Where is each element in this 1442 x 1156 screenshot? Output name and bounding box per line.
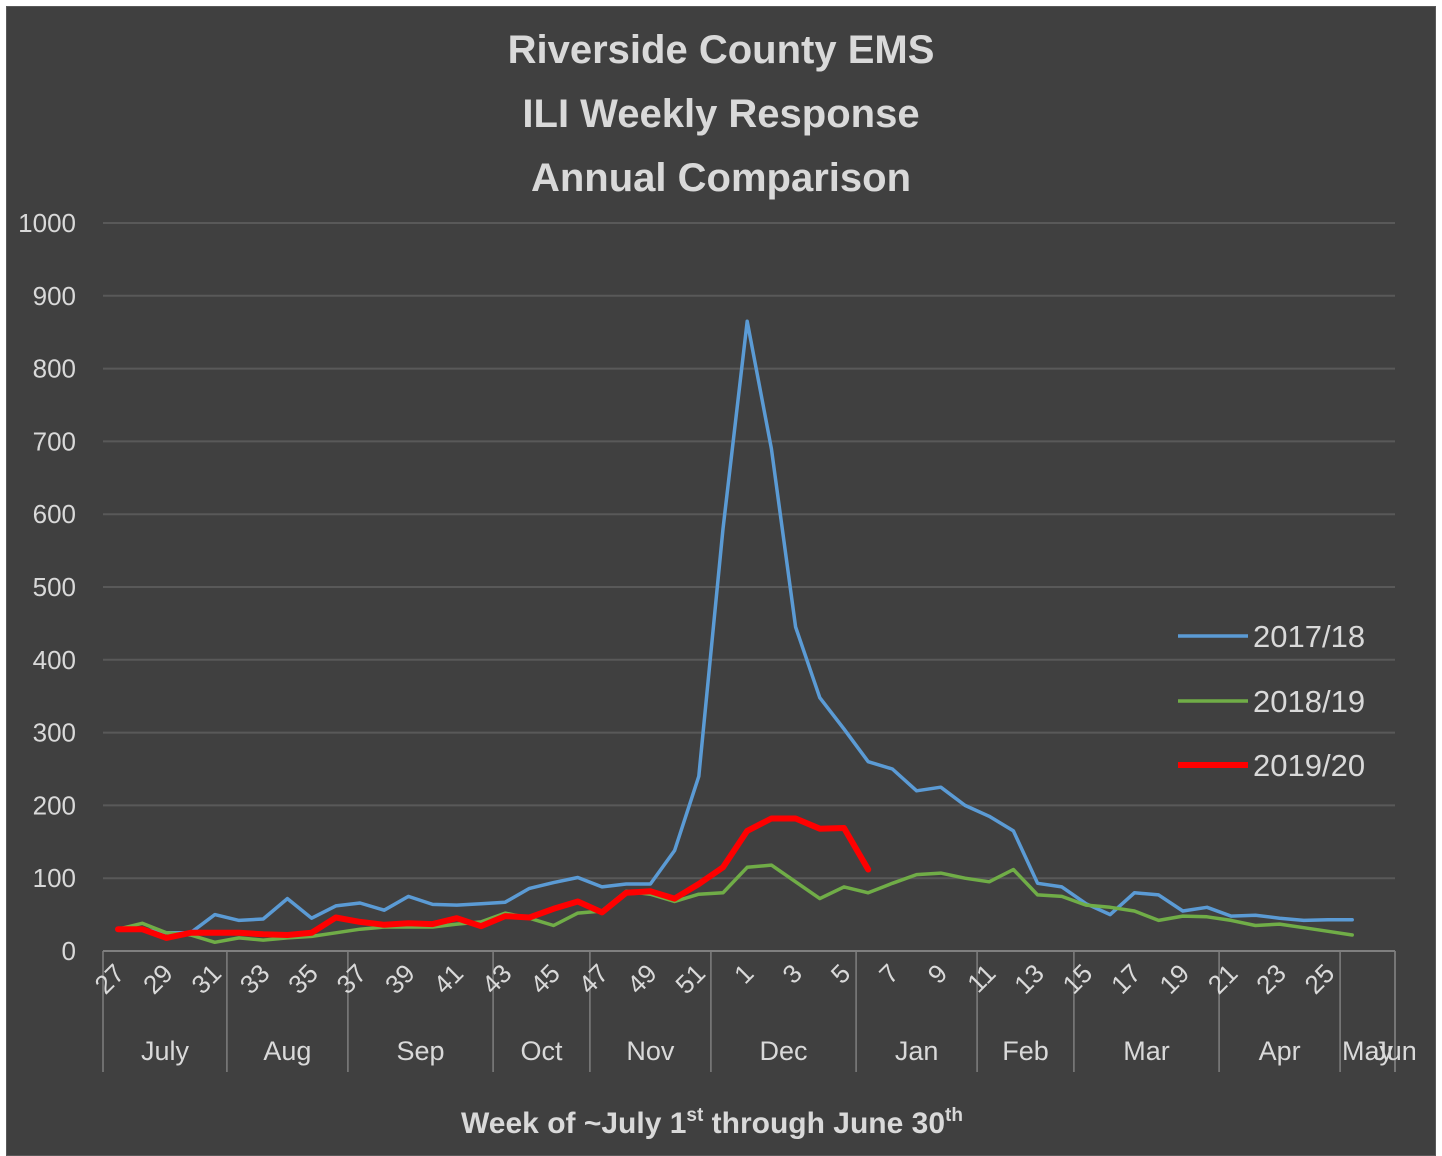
x-axis-title-sup-1: st [686,1105,704,1126]
y-tick-label: 100 [33,863,76,893]
y-tick-label: 800 [33,354,76,384]
x-tick-label: 1 [728,958,759,989]
x-tick-label: 33 [234,958,276,1000]
x-tick-label: 13 [1008,958,1050,1000]
x-tick-label: 39 [379,958,421,1000]
month-label: Mar [1123,1036,1170,1066]
x-tick-label: 37 [331,958,373,1000]
x-tick-label: 17 [1105,958,1147,1000]
legend-label: 2018/19 [1253,684,1365,719]
y-tick-label: 0 [62,936,76,966]
grid-layer [103,222,1395,880]
month-label: Apr [1259,1036,1301,1066]
x-tick-label: 41 [427,958,469,1000]
month-label: Feb [1002,1036,1049,1066]
y-tick-label: 600 [33,499,76,529]
legend-label: 2017/18 [1253,619,1365,654]
y-tick-label: 500 [33,572,76,602]
x-tick-label: 21 [1202,958,1244,1000]
y-tick-label: 200 [33,790,76,820]
month-label: Oct [520,1036,563,1066]
chart-frame [6,6,1436,1156]
x-tick-label: 35 [282,958,324,1000]
y-axis: 0 100 200 300 400 500 600 700 800 900 1000 [18,208,76,966]
chart-title-line-3: Annual Comparison [530,156,912,200]
month-label: May [1342,1036,1394,1066]
x-tick-label: 45 [524,958,566,1000]
chart-title-line-2: ILI Weekly Response [522,92,920,136]
x-tick-label: 47 [573,958,615,1000]
x-tick-label: 19 [1153,958,1195,1000]
month-label: Nov [626,1036,675,1066]
month-label: Aug [263,1036,311,1066]
month-label: Dec [759,1036,807,1066]
x-tick-label: 5 [825,958,856,989]
month-label: Jun [1373,1036,1417,1066]
y-tick-label: 400 [33,645,76,675]
legend-label: 2019/20 [1253,748,1365,783]
x-tick-label: 27 [89,958,131,1000]
y-tick-label: 700 [33,426,76,456]
series-line-2018-19 [116,863,1354,945]
x-tick-label: 43 [476,958,518,1000]
x-tick-label: 9 [922,958,953,989]
x-tick-label: 7 [873,958,904,989]
y-tick-label: 1000 [18,208,76,238]
x-tick-label: 23 [1250,958,1292,1000]
x-axis-title-prefix: Week of ~July 1 [461,1107,686,1140]
month-label: Sep [396,1036,444,1066]
month-label: July [141,1036,190,1066]
x-tick-label: 29 [137,958,179,1000]
x-axis-title-sup-2: th [945,1105,963,1126]
x-tick-label: 11 [961,958,1001,998]
x-tick-label: 51 [669,958,711,1000]
series-layer [115,319,1354,945]
y-tick-label: 900 [33,281,76,311]
x-tick-label: 49 [621,958,663,1000]
x-axis-title-middle: through June 30 [703,1107,945,1140]
x-tick-label: 31 [185,958,227,1000]
x-axis-title: Week of ~July 1st through June 30th [461,1105,963,1140]
legend: 2017/18 2018/19 2019/20 [1178,619,1365,783]
series-line-2019-20 [115,815,872,941]
chart-title-line-1: Riverside County EMS [507,28,935,72]
chart-title: Riverside County EMS ILI Weekly Response… [0,18,1442,210]
x-tick-label: 25 [1299,958,1341,1000]
series-line-2017-18 [116,319,1354,935]
y-tick-label: 300 [33,718,76,748]
x-tick-label: 15 [1057,958,1099,1000]
month-label: Jan [895,1036,939,1066]
x-tick-label: 3 [776,958,807,989]
